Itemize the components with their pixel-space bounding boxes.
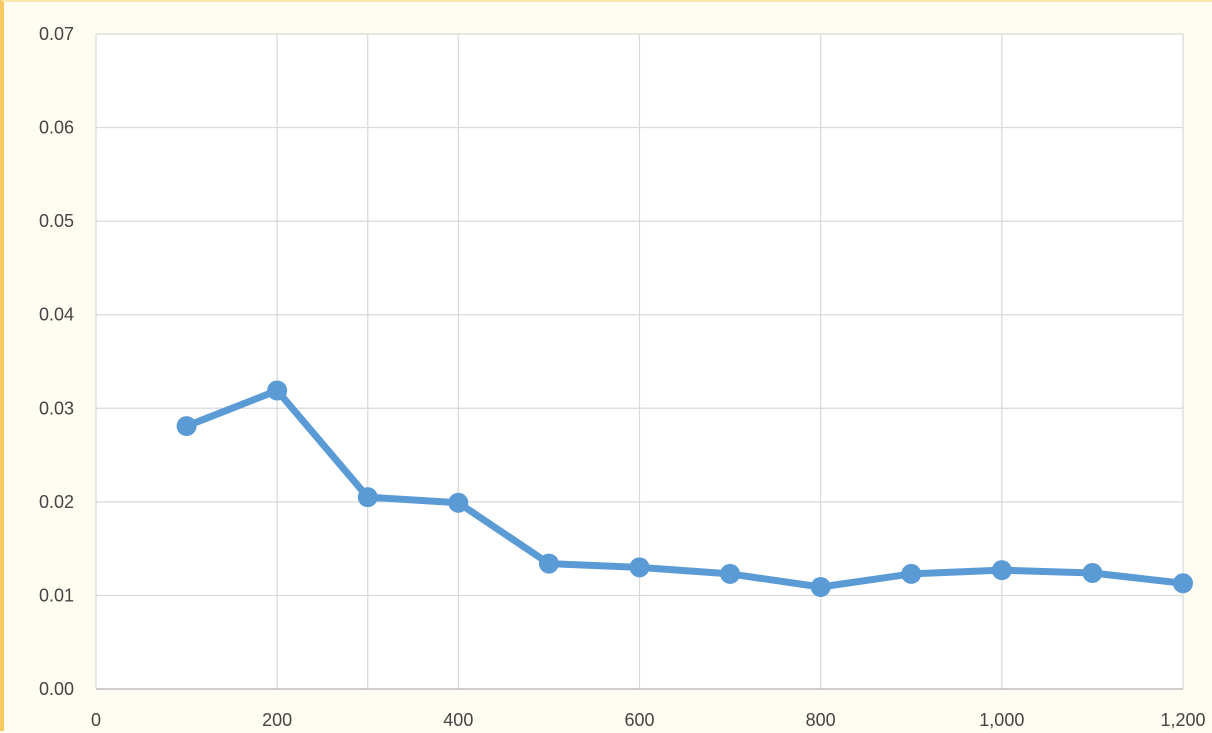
y-tick-label: 0.07 bbox=[39, 24, 74, 44]
data-point bbox=[1173, 573, 1193, 594]
x-tick-label: 0 bbox=[91, 710, 101, 730]
y-tick-label: 0.06 bbox=[39, 118, 74, 138]
line-chart: 0.00 0.01 0.02 0.03 0.04 0.05 0.06 0.07 0 200 400… bbox=[39, 24, 1206, 730]
x-tick-label: 1,000 bbox=[979, 710, 1024, 730]
data-point bbox=[810, 577, 831, 598]
y-tick-label: 0.03 bbox=[39, 398, 74, 418]
x-tick-label: 1,200 bbox=[1160, 710, 1205, 730]
y-tick-label: 0.05 bbox=[39, 211, 74, 231]
horizontal-gridlines bbox=[96, 33, 1183, 597]
y-tick-label: 0.01 bbox=[39, 585, 74, 605]
data-point bbox=[629, 557, 650, 578]
x-tick-label: 200 bbox=[262, 710, 292, 730]
data-point bbox=[538, 553, 559, 574]
x-tick-label: 600 bbox=[624, 710, 654, 730]
y-tick-label: 0.00 bbox=[39, 679, 74, 699]
y-tick-label: 0.02 bbox=[39, 492, 74, 512]
data-point bbox=[720, 563, 741, 584]
data-point bbox=[176, 416, 197, 437]
data-series bbox=[176, 380, 1193, 598]
y-axis-tick-labels: 0.00 0.01 0.02 0.03 0.04 0.05 0.06 0.07 bbox=[39, 24, 74, 699]
x-axis-tick-labels: 0 200 400 600 800 1,000 1,200 bbox=[91, 710, 1206, 730]
data-point bbox=[991, 560, 1012, 581]
x-tick-label: 800 bbox=[806, 710, 836, 730]
data-point bbox=[1082, 562, 1103, 583]
series-line bbox=[183, 387, 1187, 591]
data-point bbox=[357, 487, 378, 508]
y-tick-label: 0.04 bbox=[39, 305, 74, 325]
data-point bbox=[267, 380, 288, 401]
data-point bbox=[901, 563, 922, 584]
x-tick-label: 400 bbox=[443, 710, 473, 730]
data-point bbox=[448, 492, 469, 513]
